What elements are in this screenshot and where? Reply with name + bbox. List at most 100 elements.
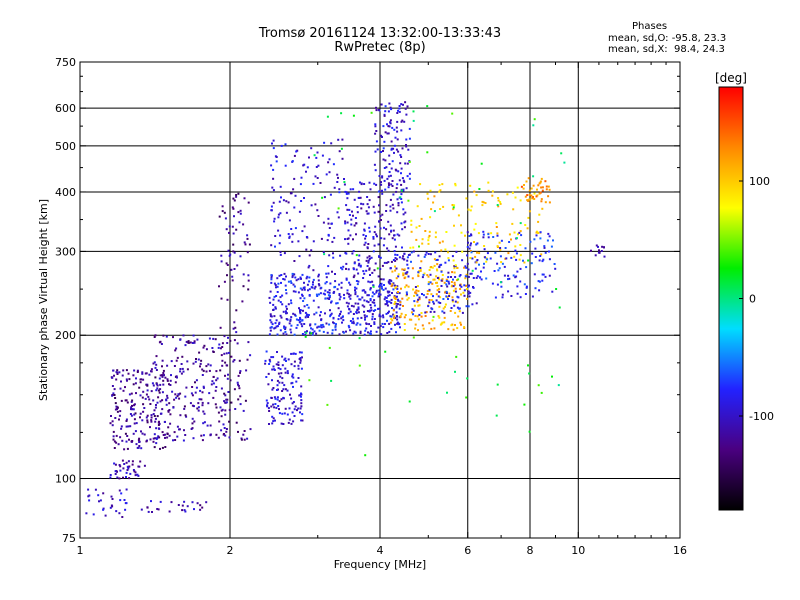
data-point <box>341 321 343 324</box>
data-point <box>533 238 536 241</box>
data-point <box>484 256 486 259</box>
data-point <box>496 245 499 248</box>
data-point <box>462 291 465 294</box>
data-point <box>176 435 179 438</box>
data-point <box>423 272 426 275</box>
data-point <box>397 109 399 112</box>
data-point <box>405 138 408 141</box>
data-point <box>344 238 346 241</box>
data-point <box>367 294 370 297</box>
data-point <box>353 330 356 333</box>
data-point <box>459 274 462 276</box>
data-point <box>349 283 352 286</box>
data-point <box>279 301 282 304</box>
data-point <box>246 237 249 240</box>
data-point <box>111 394 114 397</box>
data-point <box>301 325 304 328</box>
data-point <box>303 323 306 325</box>
data-point <box>289 319 292 322</box>
data-point <box>457 278 460 281</box>
data-point <box>272 139 275 142</box>
data-point <box>540 391 543 394</box>
data-point <box>529 240 532 243</box>
data-point <box>114 417 117 419</box>
data-point <box>301 294 304 297</box>
data-point <box>354 293 357 296</box>
data-point <box>290 282 293 284</box>
data-point <box>153 336 156 338</box>
data-point <box>157 435 160 438</box>
data-point <box>454 184 457 187</box>
data-point <box>293 408 296 411</box>
data-point <box>412 246 415 249</box>
data-point <box>514 196 517 199</box>
data-point <box>369 330 372 333</box>
data-point <box>438 316 441 319</box>
x-tick-label: 8 <box>527 544 534 557</box>
data-point <box>405 294 408 297</box>
data-point <box>306 166 309 169</box>
data-point <box>373 301 376 304</box>
data-point <box>369 281 372 284</box>
data-point <box>280 144 283 147</box>
data-point <box>156 387 159 390</box>
data-point <box>196 338 199 341</box>
data-point <box>305 236 308 238</box>
data-point <box>280 196 282 199</box>
data-point <box>387 294 390 297</box>
data-point <box>233 359 236 361</box>
data-point <box>205 365 208 368</box>
data-point <box>143 407 146 409</box>
data-point <box>437 315 440 318</box>
data-point <box>309 332 312 335</box>
data-point <box>165 335 168 338</box>
data-point <box>184 510 187 513</box>
data-point <box>326 115 329 118</box>
data-point <box>403 252 406 255</box>
data-point <box>284 164 287 167</box>
data-point <box>453 271 456 274</box>
data-point <box>303 163 306 166</box>
data-point <box>182 439 185 442</box>
data-point <box>303 225 306 228</box>
data-point <box>237 430 239 433</box>
data-point <box>109 506 112 509</box>
data-point <box>230 355 233 358</box>
data-point <box>471 303 474 306</box>
data-point <box>337 318 340 321</box>
data-point <box>363 243 366 246</box>
data-point <box>408 172 411 175</box>
data-point <box>507 278 509 281</box>
data-point <box>527 199 530 202</box>
data-point <box>373 211 376 214</box>
data-point <box>544 275 547 278</box>
data-point <box>132 383 135 386</box>
data-point <box>290 324 293 327</box>
data-point <box>346 289 349 292</box>
data-point <box>456 327 459 330</box>
data-point <box>275 325 278 328</box>
data-point <box>438 255 441 258</box>
data-point <box>374 309 377 311</box>
data-point <box>383 261 386 264</box>
data-point <box>102 508 105 511</box>
data-point <box>268 358 271 361</box>
data-point <box>238 221 241 224</box>
data-point <box>238 359 241 362</box>
data-point <box>238 387 241 390</box>
data-point <box>146 414 149 417</box>
data-point <box>312 182 315 185</box>
data-point <box>302 300 305 302</box>
data-point <box>390 183 393 186</box>
data-point <box>293 360 296 363</box>
data-point <box>438 288 440 291</box>
data-point <box>603 246 605 249</box>
colorbar-tick-label: 0 <box>749 293 756 306</box>
data-point <box>403 120 406 123</box>
data-point <box>118 512 121 515</box>
data-point <box>281 364 284 367</box>
data-point <box>398 179 401 182</box>
data-point <box>218 343 221 346</box>
data-point <box>109 422 112 425</box>
data-point <box>497 199 500 202</box>
